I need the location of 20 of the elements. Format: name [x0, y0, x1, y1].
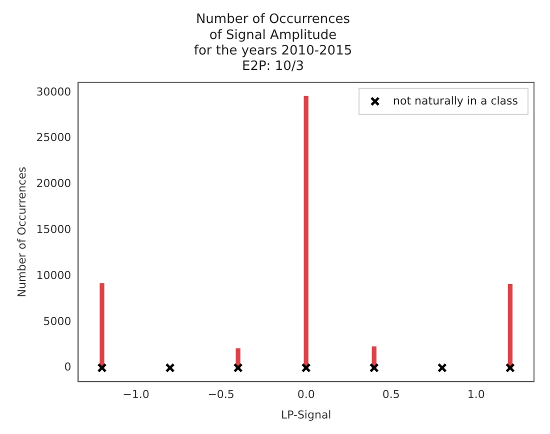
y-tick-label: 20000	[36, 177, 72, 190]
chart-title: Number of Occurrences of Signal Amplitude for the years 2010-2015	[194, 12, 352, 58]
legend-label: not naturally in a class	[393, 94, 518, 108]
x-axis-title: LP-Signal	[280, 408, 332, 422]
y-tick-label: 15000	[36, 223, 72, 236]
y-tick-label: 0	[64, 360, 72, 374]
x-tick-label: −0.5	[208, 388, 234, 402]
y-tick-label: 25000	[36, 131, 72, 144]
y-axis-title: Number of Occurrences	[15, 166, 28, 298]
bar	[508, 284, 513, 368]
y-tick-label: 10000	[36, 268, 72, 282]
bar	[100, 283, 104, 368]
y-tick-label: 5000	[43, 314, 72, 328]
bar	[304, 96, 308, 368]
y-tick-label: 30000	[36, 85, 72, 98]
x-tick-label: −1.0	[122, 388, 150, 402]
x-tick-label: 1.0	[467, 388, 485, 402]
x-tick-label: 0.0	[297, 388, 315, 402]
chart-subtitle: E2P: 10/3	[242, 58, 304, 74]
x-tick-label: 0.5	[382, 388, 400, 402]
